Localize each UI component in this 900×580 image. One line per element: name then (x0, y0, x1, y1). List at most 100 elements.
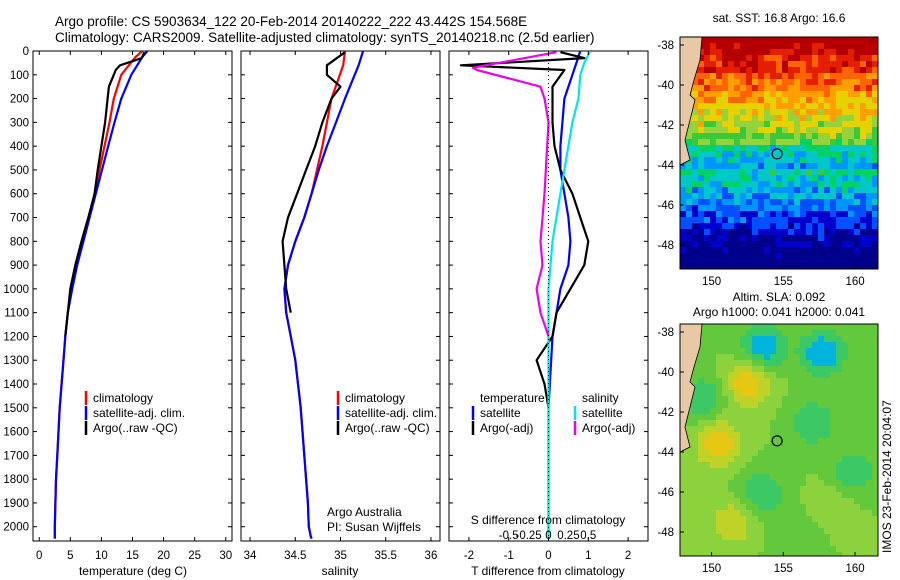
sst-cell (860, 61, 866, 67)
sla-cell (788, 504, 794, 510)
sla-cell (860, 342, 866, 348)
sst-cell (806, 67, 812, 73)
sla-cell (764, 504, 770, 510)
sla-cell (734, 324, 740, 330)
sla-cell (848, 336, 854, 342)
sst-cell (866, 187, 872, 193)
sst-cell (692, 103, 698, 109)
sst-cell (692, 151, 698, 157)
sst-cell (704, 73, 710, 79)
sla-cell (716, 504, 722, 510)
sst-cell (764, 55, 770, 61)
sst-cell (830, 187, 836, 193)
sst-cell (848, 133, 854, 139)
sst-cell (734, 115, 740, 121)
sst-cell (824, 193, 830, 199)
sst-cell (818, 121, 824, 127)
sla-cell (818, 534, 824, 540)
sla-cell (800, 348, 806, 354)
sla-cell (806, 396, 812, 402)
sla-cell (776, 480, 782, 486)
sst-cell (806, 91, 812, 97)
sst-cell (800, 109, 806, 115)
sst-cell (812, 139, 818, 145)
sst-cell (770, 253, 776, 259)
sst-cell (776, 253, 782, 259)
sst-cell (788, 61, 794, 67)
sla-cell (746, 480, 752, 486)
sst-cell (740, 121, 746, 127)
sla-cell (698, 468, 704, 474)
sst-cell (734, 193, 740, 199)
sst-cell (698, 115, 704, 121)
sla-cell (800, 516, 806, 522)
sla-cell (728, 456, 734, 462)
sst-cell (680, 163, 686, 169)
sla-cell (848, 360, 854, 366)
sla-cell (842, 378, 848, 384)
sla-cell (704, 408, 710, 414)
sst-cell (776, 37, 782, 43)
sst-cell (812, 127, 818, 133)
sst-cell (788, 73, 794, 79)
sst-cell (830, 157, 836, 163)
sla-cell (812, 528, 818, 534)
temperature-legend: climatology satellite-adj. clim. Argo(..… (84, 391, 185, 435)
sst-cell (692, 253, 698, 259)
sla-cell (698, 378, 704, 384)
sla-cell (716, 348, 722, 354)
sst-cell (860, 97, 866, 103)
sla-cell (854, 372, 860, 378)
sst-cell (842, 265, 848, 269)
sla-cell (806, 546, 812, 552)
sst-cell (776, 49, 782, 55)
sst-cell (836, 193, 842, 199)
sst-cell (770, 67, 776, 73)
sst-cell (758, 163, 764, 169)
sla-cell (818, 420, 824, 426)
sst-cell (818, 151, 824, 157)
sst-cell (764, 175, 770, 181)
sst-cell (686, 181, 692, 187)
sst-cell (704, 115, 710, 121)
sla-cell (704, 480, 710, 486)
sla-cell (872, 444, 878, 450)
sst-cell (722, 163, 728, 169)
sst-cell (836, 55, 842, 61)
sla-cell (830, 402, 836, 408)
sla-cell (716, 390, 722, 396)
sla-cell (854, 324, 860, 330)
sst-cell (758, 103, 764, 109)
series-line-argo-raw-qc- (64, 51, 146, 337)
sla-cell (806, 474, 812, 480)
difference-lines (459, 51, 592, 539)
sst-cell (794, 157, 800, 163)
sla-cell (764, 408, 770, 414)
sla-cell (698, 504, 704, 510)
sla-cell (800, 336, 806, 342)
sla-cell (836, 480, 842, 486)
sst-cell (872, 157, 878, 163)
sla-cell (866, 360, 872, 366)
sst-cell (704, 109, 710, 115)
x-tick-label: 30 (219, 550, 232, 562)
sla-cell (728, 462, 734, 468)
sla-cell (800, 426, 806, 432)
sst-cell (728, 193, 734, 199)
sla-cell (842, 420, 848, 426)
sla-cell (848, 486, 854, 492)
sla-cell (818, 390, 824, 396)
sla-cell (818, 348, 824, 354)
sla-cell (860, 528, 866, 534)
sst-cell (854, 115, 860, 121)
sst-cell (698, 223, 704, 229)
sst-cell (806, 73, 812, 79)
sst-cell (770, 61, 776, 67)
plot-title-line2: Climatology: CARS2009. Satellite-adjuste… (55, 30, 595, 45)
sla-cell (740, 534, 746, 540)
sst-cell (848, 67, 854, 73)
sla-cell (680, 540, 686, 546)
sst-cell (842, 157, 848, 163)
sla-cell (848, 330, 854, 336)
sst-cell (728, 121, 734, 127)
